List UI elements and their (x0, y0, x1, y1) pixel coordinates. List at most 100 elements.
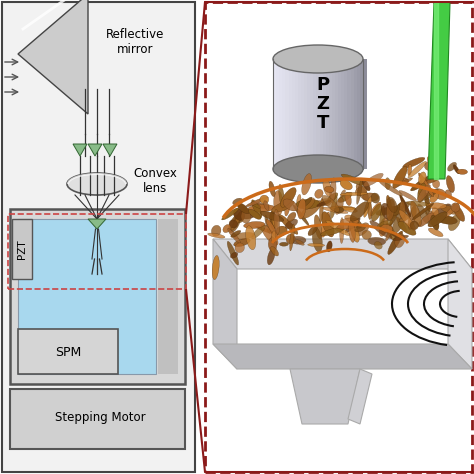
Ellipse shape (417, 204, 429, 224)
Ellipse shape (388, 231, 403, 255)
Ellipse shape (260, 211, 284, 221)
Ellipse shape (251, 202, 261, 209)
Polygon shape (18, 0, 88, 114)
Ellipse shape (271, 237, 276, 247)
Ellipse shape (273, 191, 283, 215)
Polygon shape (213, 344, 472, 369)
Ellipse shape (386, 195, 392, 214)
Ellipse shape (371, 204, 382, 221)
Ellipse shape (317, 200, 331, 207)
Ellipse shape (410, 201, 421, 226)
Ellipse shape (380, 206, 385, 230)
Ellipse shape (419, 172, 426, 184)
Ellipse shape (273, 45, 363, 73)
Ellipse shape (350, 201, 369, 221)
Ellipse shape (381, 203, 392, 219)
Ellipse shape (322, 207, 348, 213)
Ellipse shape (234, 232, 255, 239)
Ellipse shape (408, 164, 412, 175)
Ellipse shape (293, 205, 309, 226)
Ellipse shape (396, 178, 412, 186)
Ellipse shape (385, 178, 391, 190)
Polygon shape (103, 144, 117, 156)
Ellipse shape (233, 198, 243, 205)
Ellipse shape (320, 228, 344, 236)
Ellipse shape (296, 240, 304, 245)
Ellipse shape (432, 180, 440, 188)
Ellipse shape (286, 234, 295, 244)
Ellipse shape (418, 213, 433, 227)
Ellipse shape (285, 219, 298, 228)
Bar (363, 59, 366, 169)
Ellipse shape (335, 198, 344, 214)
Ellipse shape (276, 226, 287, 236)
Ellipse shape (431, 215, 439, 230)
Ellipse shape (345, 218, 360, 233)
Ellipse shape (287, 212, 296, 222)
Ellipse shape (303, 197, 312, 207)
Ellipse shape (419, 173, 434, 197)
Polygon shape (73, 144, 87, 156)
Ellipse shape (363, 173, 383, 187)
Ellipse shape (399, 210, 416, 230)
Ellipse shape (363, 193, 379, 201)
Bar (341, 59, 345, 169)
Bar (338, 59, 342, 169)
Ellipse shape (267, 248, 275, 265)
Ellipse shape (231, 209, 244, 231)
Ellipse shape (432, 161, 442, 174)
Ellipse shape (328, 193, 338, 202)
Ellipse shape (208, 233, 225, 238)
Ellipse shape (355, 186, 367, 196)
Ellipse shape (345, 192, 351, 206)
Ellipse shape (337, 223, 359, 229)
Ellipse shape (237, 203, 249, 214)
Ellipse shape (418, 187, 433, 197)
Ellipse shape (238, 210, 255, 219)
Bar (292, 59, 295, 169)
Ellipse shape (326, 220, 350, 236)
Ellipse shape (393, 166, 407, 188)
Ellipse shape (428, 212, 447, 227)
Ellipse shape (340, 190, 346, 197)
Ellipse shape (322, 195, 339, 212)
Ellipse shape (227, 241, 238, 265)
Ellipse shape (252, 225, 265, 239)
Bar (295, 59, 298, 169)
Bar (351, 59, 354, 169)
Polygon shape (88, 144, 102, 156)
Ellipse shape (400, 195, 410, 217)
Ellipse shape (274, 210, 280, 234)
Ellipse shape (330, 206, 356, 210)
Polygon shape (213, 239, 237, 369)
Ellipse shape (297, 194, 301, 205)
Ellipse shape (290, 236, 306, 244)
Ellipse shape (211, 225, 221, 237)
Ellipse shape (244, 221, 265, 228)
Ellipse shape (447, 175, 455, 192)
Bar (310, 59, 314, 169)
Ellipse shape (268, 238, 277, 251)
FancyBboxPatch shape (205, 2, 472, 472)
Ellipse shape (246, 226, 256, 250)
Ellipse shape (362, 179, 370, 191)
Ellipse shape (252, 203, 269, 209)
Polygon shape (213, 239, 472, 269)
Bar (317, 59, 320, 169)
Ellipse shape (451, 203, 460, 212)
Text: Stepping Motor: Stepping Motor (55, 411, 146, 425)
Ellipse shape (255, 226, 275, 234)
Ellipse shape (330, 195, 337, 219)
Polygon shape (348, 369, 372, 424)
Ellipse shape (340, 218, 344, 244)
Bar (298, 59, 301, 169)
Ellipse shape (410, 221, 419, 229)
Ellipse shape (424, 193, 430, 211)
Ellipse shape (387, 197, 397, 213)
Bar (283, 59, 286, 169)
Ellipse shape (410, 174, 434, 191)
Ellipse shape (453, 164, 460, 174)
Ellipse shape (327, 241, 332, 252)
Ellipse shape (386, 223, 396, 240)
Bar (357, 59, 360, 169)
